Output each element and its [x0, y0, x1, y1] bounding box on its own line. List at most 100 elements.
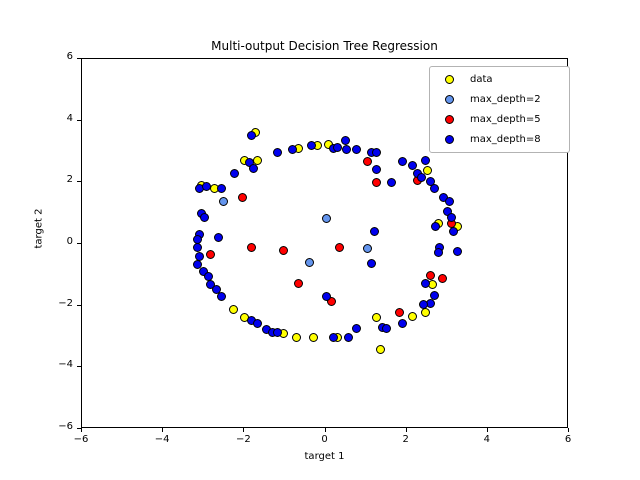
scatter-point-max-depth-5: [425, 270, 435, 280]
x-tick-mark: [486, 428, 488, 432]
scatter-point-max-depth-8: [417, 172, 427, 182]
scatter-point-max-depth-8: [407, 161, 417, 171]
x-axis-label: target 1: [304, 451, 345, 462]
scatter-point-max-depth-8: [372, 148, 382, 158]
scatter-point-max-depth-5: [327, 297, 337, 307]
scatter-point-max-depth-8: [430, 183, 440, 193]
scatter-point-max-depth-8: [247, 130, 257, 140]
scatter-point-max-depth-5: [293, 278, 303, 288]
scatter-point-max-depth-8: [213, 232, 223, 242]
y-tick-mark: [77, 366, 81, 368]
scatter-point-max-depth-8: [420, 278, 430, 288]
x-tick-mark: [81, 428, 82, 432]
x-tick-label: −6: [73, 434, 89, 445]
scatter-point-max-depth-8: [328, 333, 338, 343]
scatter-point-max-depth-8: [206, 280, 216, 290]
y-tick-mark: [77, 243, 81, 244]
scatter-point-max-depth-8: [198, 267, 208, 277]
scatter-point-max-depth-8: [343, 332, 353, 342]
scatter-point-data: [422, 166, 432, 176]
chart-title: Multi-output Decision Tree Regression: [211, 39, 438, 53]
y-axis-label: target 2: [33, 208, 45, 249]
y-tick-mark: [77, 181, 81, 183]
scatter-point-max-depth-8: [342, 145, 352, 155]
scatter-point-data: [375, 344, 385, 354]
x-tick-label: 4: [483, 434, 491, 445]
legend-marker-icon: [445, 95, 454, 104]
scatter-point-max-depth-8: [322, 292, 332, 302]
legend-label: max_depth=2: [470, 94, 541, 105]
scatter-point-max-depth-8: [288, 145, 298, 155]
scatter-point-data: [292, 332, 302, 342]
scatter-point-max-depth-8: [430, 221, 440, 231]
y-tick-label: −4: [58, 359, 73, 371]
y-tick-label: −2: [58, 297, 73, 309]
scatter-point-max-depth-8: [216, 183, 226, 193]
x-tick-label: 6: [564, 434, 572, 445]
legend-marker-icon: [445, 75, 454, 84]
scatter-point-max-depth-5: [363, 157, 373, 167]
legend-item: max_depth=5: [439, 112, 561, 127]
scatter-point-max-depth-8: [216, 292, 226, 302]
legend-marker-icon: [445, 135, 454, 144]
scatter-point-max-depth-5: [247, 242, 257, 252]
scatter-point-max-depth-5: [437, 273, 447, 283]
scatter-point-max-depth-8: [418, 300, 428, 310]
y-tick-mark: [77, 119, 81, 121]
scatter-point-max-depth-8: [193, 260, 203, 270]
y-tick-mark: [77, 428, 81, 429]
scatter-point-max-depth-8: [306, 141, 316, 151]
scatter-point-max-depth-8: [430, 290, 440, 300]
y-tick-mark: [77, 58, 81, 59]
scatter-point-data: [372, 313, 382, 323]
y-tick-label: 2: [66, 174, 73, 186]
legend-item: max_depth=8: [439, 132, 561, 147]
legend: data max_depth=2 max_depth=5 max_depth=8: [429, 66, 570, 153]
legend-label: max_depth=5: [470, 114, 541, 125]
x-tick-mark: [162, 428, 164, 432]
scatter-point-max-depth-8: [192, 242, 202, 252]
scatter-point-max-depth-2: [305, 257, 315, 267]
x-tick-label: −2: [235, 434, 251, 445]
scatter-point-data: [420, 308, 430, 318]
x-tick-mark: [243, 428, 245, 432]
legend-label: data: [470, 74, 493, 85]
scatter-point-max-depth-2: [218, 197, 228, 207]
scatter-point-max-depth-8: [352, 323, 362, 333]
y-tick-label: 0: [66, 236, 73, 247]
scatter-point-max-depth-5: [238, 193, 248, 203]
x-tick-label: −4: [154, 434, 170, 445]
y-tick-label: −6: [58, 421, 73, 432]
scatter-point-max-depth-8: [387, 178, 397, 188]
scatter-point-max-depth-8: [367, 258, 377, 268]
scatter-point-max-depth-8: [202, 182, 212, 192]
x-tick-mark: [568, 428, 569, 432]
scatter-point-max-depth-8: [372, 165, 382, 175]
scatter-point-max-depth-5: [335, 242, 345, 252]
scatter-point-max-depth-2: [322, 213, 332, 223]
y-tick-label: 6: [66, 51, 73, 62]
scatter-point-max-depth-8: [333, 142, 343, 152]
legend-item: data: [439, 72, 561, 87]
scatter-point-max-depth-8: [211, 285, 221, 295]
scatter-point-max-depth-8: [425, 177, 435, 187]
scatter-point-data: [228, 305, 238, 315]
x-tick-mark: [324, 428, 326, 432]
scatter-point-data: [308, 333, 318, 343]
scatter-point-max-depth-8: [249, 163, 259, 173]
scatter-point-max-depth-2: [363, 244, 373, 254]
y-tick-mark: [77, 304, 81, 306]
y-tick-label: 4: [66, 112, 73, 124]
scatter-point-max-depth-5: [206, 249, 216, 259]
scatter-point-max-depth-8: [448, 227, 458, 237]
scatter-point-max-depth-8: [370, 227, 380, 237]
x-tick-mark: [405, 428, 407, 432]
scatter-point-max-depth-5: [278, 245, 288, 255]
scatter-point-max-depth-8: [446, 212, 456, 222]
scatter-point-max-depth-8: [273, 148, 283, 158]
scatter-point-max-depth-8: [420, 155, 430, 165]
scatter-point-data: [407, 311, 417, 321]
legend-label: max_depth=8: [470, 134, 541, 145]
x-tick-label: 2: [402, 434, 409, 445]
